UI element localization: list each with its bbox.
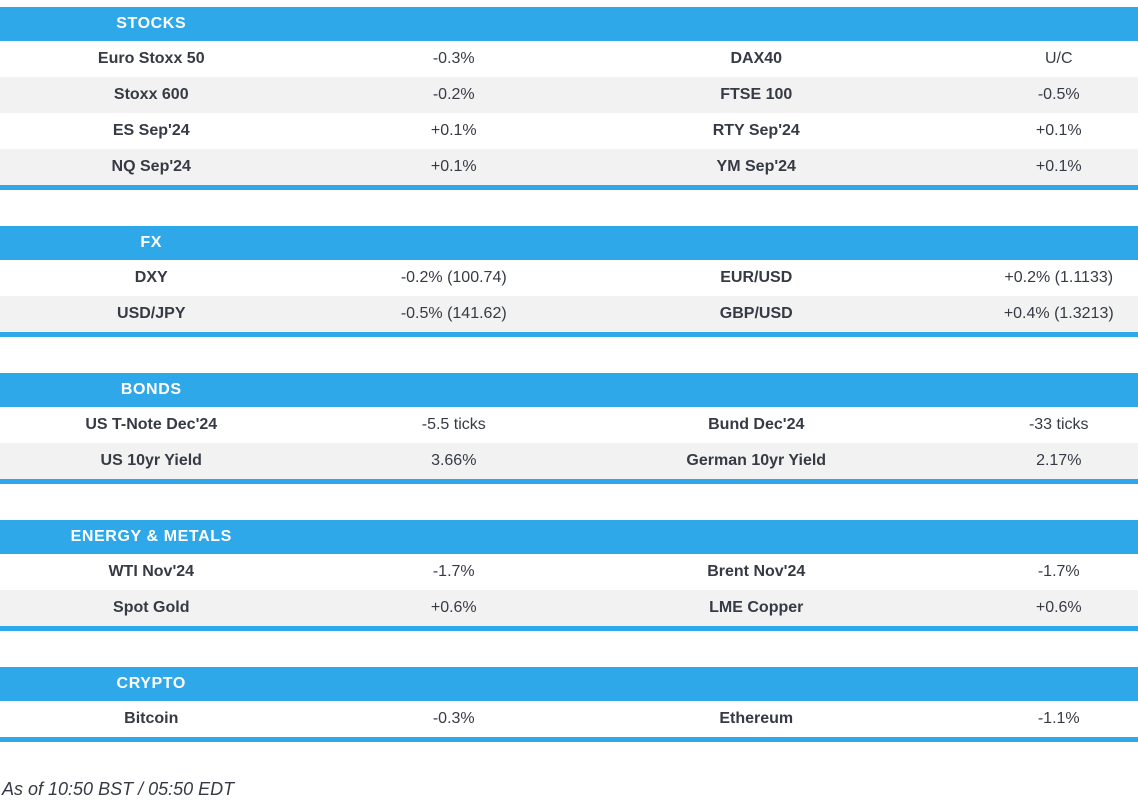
instrument-change: -1.1% — [1037, 710, 1080, 727]
instrument-change: +0.1% — [1035, 158, 1082, 175]
instrument-name: Stoxx 600 — [113, 86, 189, 103]
instrument-change: +0.6% — [430, 599, 477, 616]
instrument-name: DXY — [134, 269, 168, 286]
section-rows: WTI Nov'24 -1.7% Brent Nov'24 -1.7% Spot… — [0, 554, 1138, 626]
table-row: Stoxx 600 -0.2% FTSE 100 -0.5% — [0, 77, 1138, 113]
section-rows: Bitcoin -0.3% Ethereum -1.1% — [0, 701, 1138, 737]
section-header: STOCKS — [0, 7, 1138, 41]
section-crypto: CRYPTO Bitcoin -0.3% Ethereum -1.1% — [0, 667, 1138, 742]
instrument-change: +0.1% — [1035, 122, 1082, 139]
table-row: USD/JPY -0.5% (141.62) GBP/USD +0.4% (1.… — [0, 296, 1138, 332]
instrument-name: LME Copper — [709, 599, 804, 616]
sections: STOCKS Euro Stoxx 50 -0.3% DAX40 U/C Sto… — [0, 7, 1138, 742]
section-header: ENERGY & METALS — [0, 520, 1138, 554]
instrument-change: -0.3% — [432, 710, 475, 727]
instrument-name: RTY Sep'24 — [712, 122, 800, 139]
section-title: BONDS — [120, 381, 182, 398]
instrument-name: EUR/USD — [720, 269, 793, 286]
instrument-name: US T-Note Dec'24 — [85, 416, 218, 433]
instrument-change: -0.2% — [432, 86, 475, 103]
table-row: WTI Nov'24 -1.7% Brent Nov'24 -1.7% — [0, 554, 1138, 590]
section-header: BONDS — [0, 373, 1138, 407]
instrument-name: Spot Gold — [113, 599, 190, 616]
instrument-name: Ethereum — [719, 710, 794, 727]
instrument-name: US 10yr Yield — [100, 452, 202, 469]
section-title: ENERGY & METALS — [70, 528, 232, 545]
section-energy-metals: ENERGY & METALS WTI Nov'24 -1.7% Brent N… — [0, 520, 1138, 631]
instrument-name: WTI Nov'24 — [108, 563, 195, 580]
instrument-change: -1.7% — [1037, 563, 1080, 580]
instrument-change: 3.66% — [431, 452, 477, 469]
instrument-name: NQ Sep'24 — [111, 158, 191, 175]
instrument-name: YM Sep'24 — [716, 158, 796, 175]
instrument-change: 2.17% — [1036, 452, 1082, 469]
instrument-name: German 10yr Yield — [686, 452, 827, 469]
instrument-change: -0.2% (100.74) — [400, 269, 507, 286]
instrument-change: -0.3% — [432, 50, 475, 67]
section-rows: DXY -0.2% (100.74) EUR/USD +0.2% (1.1133… — [0, 260, 1138, 332]
instrument-change: -0.5% (141.62) — [400, 305, 507, 322]
section-title: CRYPTO — [116, 675, 186, 692]
section-header: FX — [0, 226, 1138, 260]
table-row: DXY -0.2% (100.74) EUR/USD +0.2% (1.1133… — [0, 260, 1138, 296]
table-row: Spot Gold +0.6% LME Copper +0.6% — [0, 590, 1138, 626]
section-stocks: STOCKS Euro Stoxx 50 -0.3% DAX40 U/C Sto… — [0, 7, 1138, 190]
instrument-change: +0.1% — [430, 158, 477, 175]
table-row: US 10yr Yield 3.66% German 10yr Yield 2.… — [0, 443, 1138, 479]
instrument-change: -5.5 ticks — [421, 416, 486, 433]
table-row: Bitcoin -0.3% Ethereum -1.1% — [0, 701, 1138, 737]
instrument-name: Euro Stoxx 50 — [97, 50, 205, 67]
as-of-timestamp: As of 10:50 BST / 05:50 EDT — [2, 779, 235, 799]
instrument-change: +0.6% — [1035, 599, 1082, 616]
instrument-name: Bitcoin — [124, 710, 179, 727]
table-row: US T-Note Dec'24 -5.5 ticks Bund Dec'24 … — [0, 407, 1138, 443]
section-bonds: BONDS US T-Note Dec'24 -5.5 ticks Bund D… — [0, 373, 1138, 484]
instrument-change: -33 ticks — [1028, 416, 1089, 433]
instrument-change: +0.1% — [430, 122, 477, 139]
table-row: NQ Sep'24 +0.1% YM Sep'24 +0.1% — [0, 149, 1138, 185]
section-header: CRYPTO — [0, 667, 1138, 701]
instrument-name: DAX40 — [730, 50, 783, 67]
instrument-name: FTSE 100 — [720, 86, 793, 103]
instrument-name: Brent Nov'24 — [707, 563, 806, 580]
instrument-change: +0.4% (1.3213) — [1003, 305, 1114, 322]
instrument-name: Bund Dec'24 — [708, 416, 805, 433]
instrument-change: -1.7% — [432, 563, 475, 580]
section-title: STOCKS — [116, 15, 187, 32]
instrument-change: +0.2% (1.1133) — [1004, 269, 1114, 286]
table-row: ES Sep'24 +0.1% RTY Sep'24 +0.1% — [0, 113, 1138, 149]
section-fx: FX DXY -0.2% (100.74) EUR/USD +0.2% (1.1… — [0, 226, 1138, 337]
section-title: FX — [140, 234, 163, 251]
section-rows: Euro Stoxx 50 -0.3% DAX40 U/C Stoxx 600 … — [0, 41, 1138, 185]
instrument-name: USD/JPY — [117, 305, 186, 322]
instrument-change: -0.5% — [1037, 86, 1080, 103]
section-rows: US T-Note Dec'24 -5.5 ticks Bund Dec'24 … — [0, 407, 1138, 479]
instrument-name: ES Sep'24 — [112, 122, 190, 139]
table-row: Euro Stoxx 50 -0.3% DAX40 U/C — [0, 41, 1138, 77]
instrument-name: GBP/USD — [719, 305, 793, 322]
instrument-change: U/C — [1044, 50, 1073, 67]
